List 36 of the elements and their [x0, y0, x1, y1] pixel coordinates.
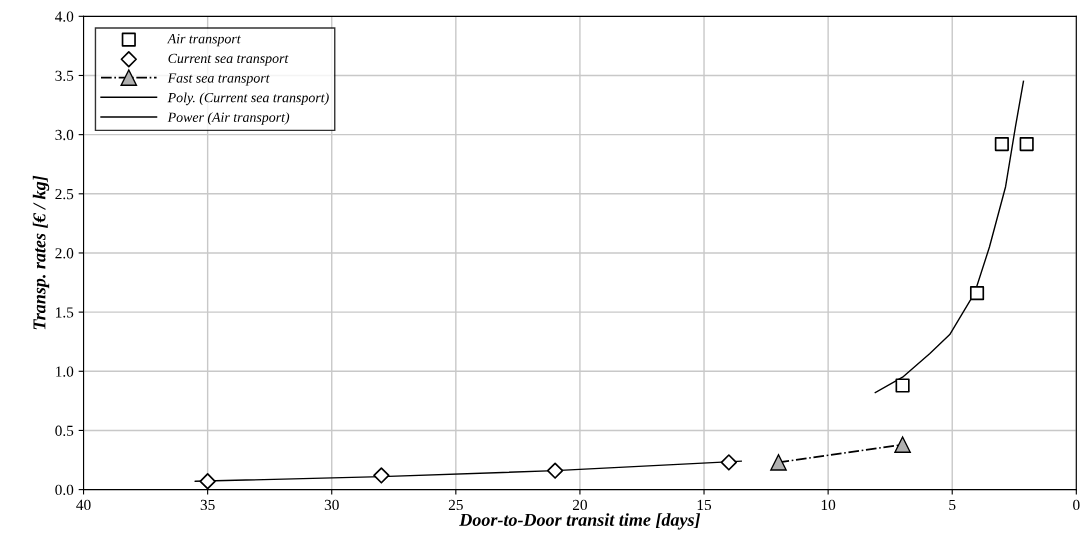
y-tick-label: 2.5 — [55, 188, 74, 200]
x-tick-label: 0 — [1073, 499, 1080, 511]
y-tick-label: 0.0 — [55, 484, 74, 496]
y-tick-label: 3.5 — [55, 70, 74, 81]
x-tick-label: 20 — [572, 499, 587, 511]
point — [895, 378, 910, 393]
x-tick-label: 30 — [324, 499, 339, 511]
point — [969, 286, 985, 301]
legend-label: Power (Air transport) — [167, 112, 290, 125]
line-series — [874, 80, 1025, 394]
legend-label: Fast sea transport — [167, 73, 270, 86]
point — [1019, 137, 1034, 152]
x-tick-label: 35 — [200, 499, 215, 511]
point — [546, 462, 564, 479]
legend-label: Current sea transport — [168, 53, 289, 66]
point — [373, 467, 390, 484]
y-tick-label: 0.5 — [55, 425, 74, 436]
y-axis-title: Transp. rates [€ / kg] — [32, 175, 50, 330]
point — [199, 473, 216, 490]
y-tick-label: 2.0 — [55, 248, 74, 259]
x-tick-label: 15 — [697, 499, 712, 511]
point — [994, 137, 1009, 152]
x-tick-label: 40 — [76, 499, 91, 511]
y-tick-label: 1.0 — [56, 366, 74, 377]
y-tick-label: 1.5 — [56, 307, 74, 318]
point — [770, 454, 787, 471]
point — [894, 436, 911, 453]
x-tick-label: 5 — [949, 499, 956, 511]
y-tick-label: 3.0 — [55, 129, 74, 141]
y-tick-label: 4.0 — [55, 11, 74, 22]
x-tick-label: 25 — [448, 499, 463, 511]
x-axis-title: Door-to-Door transit time [days] — [459, 513, 701, 530]
legend-label: Air transport — [166, 34, 241, 47]
point — [720, 454, 738, 471]
legend-label: Poly. (Current sea transport) — [167, 92, 329, 106]
x-tick-label: 10 — [821, 499, 836, 511]
